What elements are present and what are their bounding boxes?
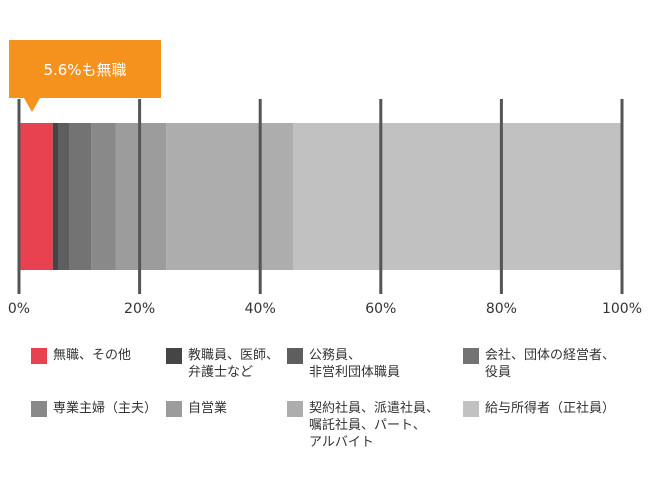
callout-box: 5.6%も無職 xyxy=(9,40,161,98)
bar-segment-1 xyxy=(52,123,59,270)
callout-text: 5.6%も無職 xyxy=(43,60,127,79)
x-tick-label: 40% xyxy=(245,301,276,317)
x-tick-label: 60% xyxy=(365,301,396,317)
x-tick-label: 80% xyxy=(486,301,517,317)
bar-segment-7 xyxy=(293,123,622,270)
x-tick-label: 20% xyxy=(124,301,155,317)
x-tick-label: 100% xyxy=(602,301,642,317)
x-tick-label: 0% xyxy=(8,301,30,317)
bar-segment-2 xyxy=(58,123,70,270)
bar-segment-4 xyxy=(91,123,116,270)
callout-arrow xyxy=(24,98,40,112)
bar-segment-3 xyxy=(69,123,92,270)
bar-segment-0 xyxy=(19,123,53,270)
bar-segment-6 xyxy=(166,123,294,270)
